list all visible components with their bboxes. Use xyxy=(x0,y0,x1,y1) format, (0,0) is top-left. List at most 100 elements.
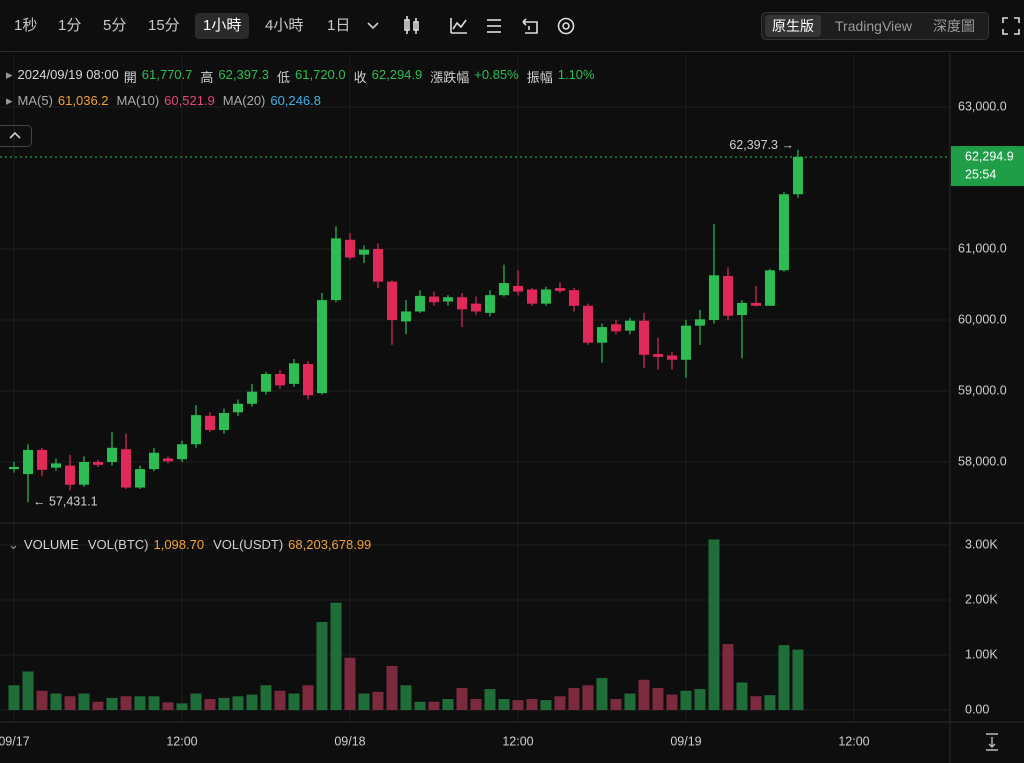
interval-button[interactable]: 15分 xyxy=(148,17,180,34)
candle-body xyxy=(624,320,635,331)
chart: 63,000.0 61,000.0 60,000.0 59,000.0 58,000.0… xyxy=(0,53,1024,763)
interval-button[interactable]: 1小時 xyxy=(195,13,250,39)
interval-button[interactable]: 4小時 xyxy=(265,17,304,34)
ma-value: 60,521.9 xyxy=(164,93,215,108)
ma-label: MA(10) xyxy=(116,93,160,108)
candle-body xyxy=(540,289,551,304)
collapse-button[interactable] xyxy=(0,125,32,147)
candle-body xyxy=(568,290,579,306)
candle-body xyxy=(162,458,173,462)
candle-body xyxy=(414,295,425,312)
volume-bar xyxy=(470,699,482,711)
more-intervals[interactable] xyxy=(366,20,380,32)
toolbar: 1秒 1分 5分 15分 1小時 4小時 1日 原生版 TradingView 深度圖 xyxy=(0,0,1024,52)
volume-bar xyxy=(372,691,384,711)
candle-body xyxy=(666,355,677,360)
y-tick-label: 58,000.0 xyxy=(958,454,1007,468)
candle-body xyxy=(792,157,803,195)
volume-tick-label: 0.00 xyxy=(965,702,989,716)
candle-body xyxy=(638,320,649,355)
candle-body xyxy=(176,444,187,460)
volume-bar xyxy=(246,694,258,711)
candle-body xyxy=(22,449,33,475)
candle-body xyxy=(372,248,383,282)
tool-icons xyxy=(404,16,575,35)
candle-body xyxy=(554,288,565,291)
y-tick-label: 61,000.0 xyxy=(958,241,1007,255)
view-button[interactable]: 深度圖 xyxy=(933,18,975,34)
y-tick-label: 63,000.0 xyxy=(958,99,1007,113)
candle-body xyxy=(456,297,467,310)
candle-body xyxy=(596,327,607,343)
volume-bar xyxy=(288,693,300,711)
candle-body xyxy=(386,281,397,320)
candle-body xyxy=(484,295,495,313)
candle-body xyxy=(204,415,215,431)
y-tick-label: 59,000.0 xyxy=(958,383,1007,397)
volume-bar xyxy=(386,666,398,711)
volume-bar xyxy=(274,690,286,711)
candle-body xyxy=(652,354,663,357)
volume-bar xyxy=(722,644,734,711)
candle-body xyxy=(8,466,19,470)
volume-bar xyxy=(316,622,328,711)
legend-label: 低 xyxy=(277,70,291,85)
volume-bar xyxy=(540,700,552,711)
axis-reset-icon[interactable] xyxy=(983,732,1001,752)
volume-bar xyxy=(708,539,720,711)
volume-bar xyxy=(176,703,188,711)
volume-bar xyxy=(204,699,216,711)
candle-body xyxy=(148,452,159,470)
volume-bar xyxy=(680,690,692,711)
volume-value: 1,098.70 xyxy=(153,537,205,552)
fullscreen-icon[interactable] xyxy=(1001,16,1021,36)
indicator-icon[interactable] xyxy=(450,18,467,34)
volume-bar xyxy=(22,671,34,711)
volume-bar xyxy=(120,696,132,711)
interval-button[interactable]: 1分 xyxy=(58,17,82,34)
x-tick-label: 12:00 xyxy=(166,734,197,748)
interval-button[interactable]: 1秒 xyxy=(14,17,38,34)
candle-body xyxy=(694,319,705,326)
volume-bar xyxy=(162,702,174,711)
candle-body xyxy=(498,283,509,296)
gear-icon[interactable] xyxy=(557,17,575,35)
settings-list-icon[interactable] xyxy=(487,19,501,33)
countdown-label: 25:54 xyxy=(965,167,996,181)
legend-date: 2024/09/19 08:00 xyxy=(17,67,119,82)
interval-button[interactable]: 5分 xyxy=(103,17,127,34)
volume-bar xyxy=(50,693,62,711)
volume-legend: ⌄ VOLUME VOL(BTC) 1,098.70 VOL(USDT) 68,203,6… xyxy=(8,537,372,552)
high-marker: 62,397.3 → xyxy=(729,138,794,152)
volume-bar xyxy=(764,695,776,711)
candle-body xyxy=(288,363,299,384)
volume-value: 68,203,678.99 xyxy=(288,537,372,552)
interval-button[interactable]: 1日 xyxy=(327,17,351,34)
candle-body xyxy=(680,325,691,360)
ma-value: 61,036.2 xyxy=(57,93,109,108)
volume-bar xyxy=(456,688,468,711)
view-button[interactable]: TradingView xyxy=(835,18,913,34)
volume-tick-label: 1.00K xyxy=(965,647,998,661)
x-tick-label: 09/17 xyxy=(0,734,30,748)
candle-body xyxy=(512,285,523,292)
candle-type-icon[interactable] xyxy=(404,16,419,34)
volume-bar xyxy=(358,693,370,711)
candle-body xyxy=(736,302,747,316)
volume-bar xyxy=(554,696,566,711)
volume-bar xyxy=(232,696,244,711)
ohlc-legend: ▸ 2024/09/19 08:00 開 61,770.7 高 62,397.3 低 61,7… xyxy=(6,67,595,85)
ma-legend: ▸ MA(5) 61,036.2 MA(10) 60,521.9 MA(20) 60,246… xyxy=(6,93,321,108)
candle-body xyxy=(232,403,243,413)
x-tick-label: 09/19 xyxy=(670,734,701,748)
legend-label: 漲跌幅 xyxy=(430,70,470,85)
volume-bar xyxy=(190,693,202,711)
legend-value: 61,720.0 xyxy=(295,67,346,82)
view-button[interactable]: 原生版 xyxy=(765,15,821,37)
volume-bar xyxy=(652,688,664,711)
replay-icon[interactable] xyxy=(522,18,538,34)
candle-body xyxy=(778,194,789,271)
volume-tick-label: 3.00K xyxy=(965,537,998,551)
candle-body xyxy=(764,270,775,306)
x-tick-label: 09/18 xyxy=(334,734,365,748)
